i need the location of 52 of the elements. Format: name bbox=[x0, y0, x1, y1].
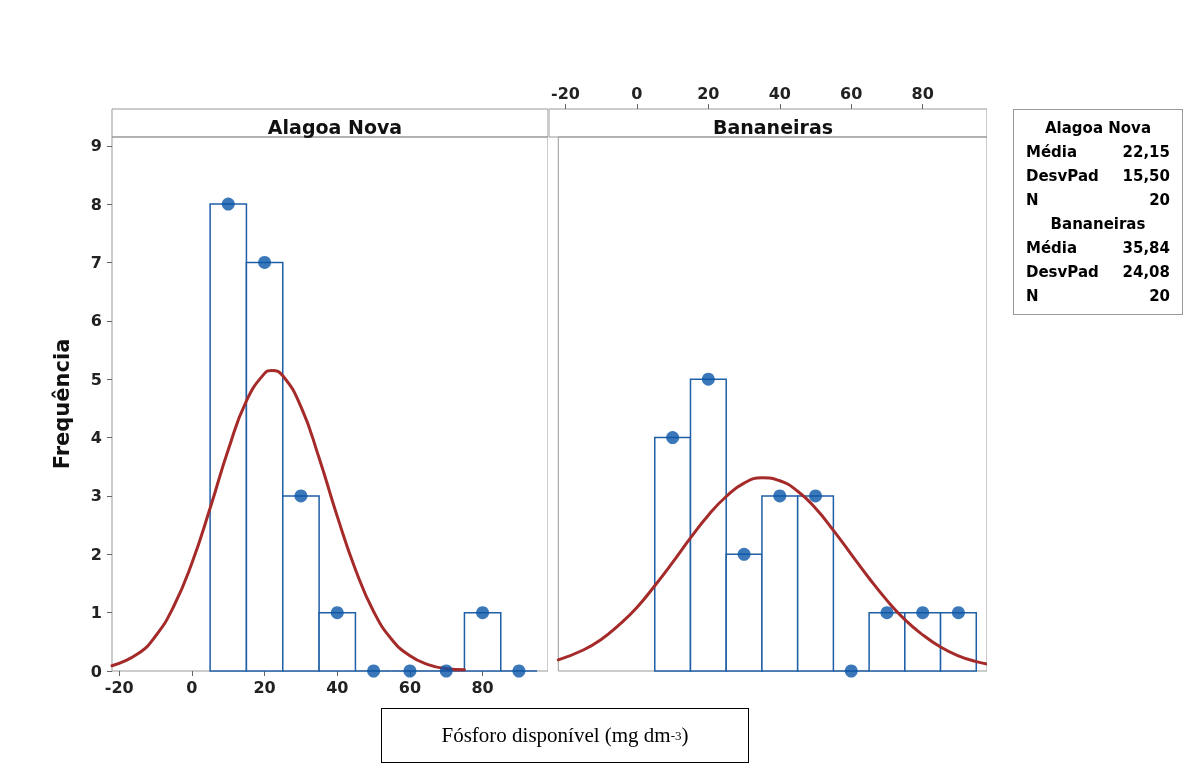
y-tick-label: 8 bbox=[90, 194, 102, 214]
point bbox=[737, 547, 751, 561]
y-tick-label: 5 bbox=[90, 369, 102, 389]
y-tick-label: 0 bbox=[90, 661, 102, 681]
point bbox=[951, 606, 965, 620]
text: Bananeiras bbox=[1049, 214, 1147, 235]
x-tick-label: 60 bbox=[840, 83, 863, 103]
text: DesvPad 15,50 bbox=[1026, 167, 1170, 185]
y-tick-label: 2 bbox=[90, 544, 102, 564]
x-tick-label: 20 bbox=[253, 677, 276, 697]
point bbox=[294, 489, 308, 503]
point bbox=[512, 664, 526, 678]
point bbox=[439, 664, 453, 678]
text: DesvPad 24,08 bbox=[1026, 263, 1170, 281]
point bbox=[809, 489, 823, 503]
point bbox=[666, 431, 680, 445]
point bbox=[773, 489, 787, 503]
x-tick-label: -20 bbox=[104, 677, 134, 697]
text: Média 22,15 bbox=[1026, 143, 1170, 161]
chart-title: Alagoa Nova bbox=[267, 115, 403, 138]
point bbox=[330, 606, 344, 620]
x-tick-label: 0 bbox=[631, 83, 643, 103]
x-tick-label: 20 bbox=[697, 83, 720, 103]
point bbox=[258, 255, 272, 269]
y-tick-label: 1 bbox=[90, 603, 102, 623]
point bbox=[701, 372, 715, 386]
x-tick-label: 60 bbox=[398, 677, 422, 697]
y-tick-label: 3 bbox=[90, 486, 102, 506]
x-tick-label: -20 bbox=[551, 83, 580, 103]
point bbox=[476, 606, 490, 620]
chart-title: Bananeiras bbox=[712, 115, 834, 138]
y-tick-label: 4 bbox=[90, 428, 102, 448]
point bbox=[367, 664, 381, 678]
y-axis-title: Frequência bbox=[49, 338, 74, 470]
point bbox=[916, 606, 930, 620]
x-axis-title: Fósforo disponível (mg dm$^{-3}$) bbox=[381, 708, 749, 763]
text: Alagoa Nova bbox=[1044, 118, 1152, 139]
x-tick-label: 0 bbox=[186, 677, 198, 697]
text: N 20 bbox=[1026, 287, 1170, 305]
point bbox=[880, 606, 894, 620]
x-tick-label: 80 bbox=[471, 677, 494, 697]
y-tick-label: 6 bbox=[90, 311, 102, 331]
point bbox=[221, 197, 235, 211]
x-tick-label: 80 bbox=[911, 83, 934, 103]
text: Média 35,84 bbox=[1026, 239, 1170, 257]
text: N 20 bbox=[1026, 191, 1170, 209]
x-tick-label: 40 bbox=[326, 677, 349, 697]
point bbox=[403, 664, 417, 678]
y-tick-label: 7 bbox=[90, 252, 102, 272]
point bbox=[844, 664, 858, 678]
x-tick-label: 40 bbox=[768, 83, 791, 103]
y-tick-label: 9 bbox=[90, 136, 102, 156]
